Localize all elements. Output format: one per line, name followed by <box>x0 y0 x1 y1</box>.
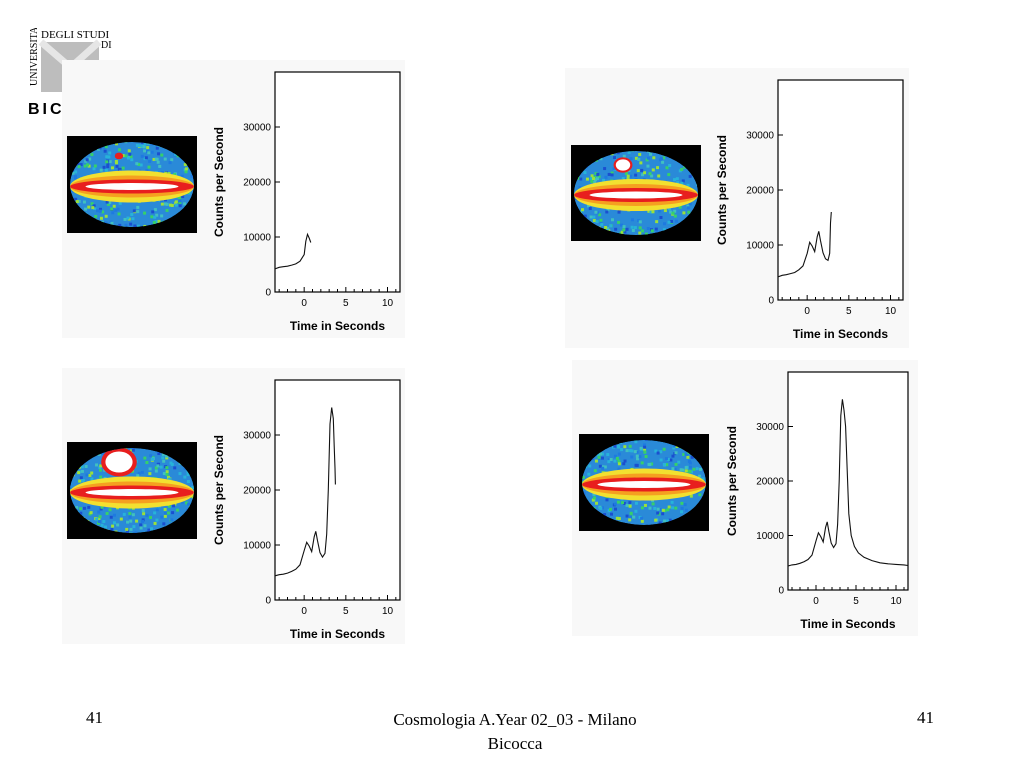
x-tick-label: 10 <box>890 596 902 607</box>
x-axis-label: Time in Seconds <box>800 617 895 631</box>
x-tick-label: 5 <box>846 306 852 317</box>
light-curve-line <box>274 407 336 577</box>
y-tick-label: 20000 <box>243 486 271 497</box>
sky-map-1 <box>67 136 197 233</box>
logo-side-text: UNIVERSITA' <box>29 28 40 86</box>
page-number-left: 41 <box>86 708 103 727</box>
footer-line-1: Cosmologia A.Year 02_03 - Milano <box>393 710 637 729</box>
page-number-right: 41 <box>917 708 934 727</box>
y-tick-label: 10000 <box>243 541 271 552</box>
x-tick-label: 10 <box>382 298 394 309</box>
y-tick-label: 10000 <box>756 531 784 542</box>
y-tick-label: 20000 <box>243 178 271 189</box>
y-tick-label: 0 <box>778 586 784 597</box>
light-curve-1: 0 10000 20000 30000 0 5 10 Time in Seconds Count… <box>205 62 405 338</box>
x-axis-label: Time in Seconds <box>290 627 385 641</box>
y-tick-label: 0 <box>265 288 271 299</box>
logo-bottom-text: BIC <box>28 101 65 118</box>
logo-di-text: DI <box>101 40 112 51</box>
light-curve-line <box>274 232 312 270</box>
y-tick-label: 20000 <box>746 186 774 197</box>
sky-map-4 <box>579 434 709 531</box>
y-axis-label: Counts per Second <box>212 127 226 237</box>
light-curve-line <box>777 211 832 278</box>
y-tick-label: 0 <box>265 596 271 607</box>
x-tick-label: 10 <box>382 606 394 617</box>
plot-frame <box>274 71 401 293</box>
light-curve-4: 0 10000 20000 30000 0 5 10 Time in Seconds Count… <box>716 362 916 634</box>
x-tick-label: 5 <box>343 298 349 309</box>
x-tick-label: 5 <box>343 606 349 617</box>
plot-frame <box>777 79 904 301</box>
logo-top-text: DEGLI STUDI <box>41 29 109 41</box>
y-tick-label: 10000 <box>243 233 271 244</box>
x-tick-label: 5 <box>853 596 859 607</box>
y-tick-label: 30000 <box>756 422 784 433</box>
light-curve-2: 0 10000 20000 30000 0 5 10 Time in Seconds Count… <box>708 70 908 346</box>
y-tick-label: 30000 <box>243 123 271 134</box>
y-axis-label: Counts per Second <box>212 435 226 545</box>
footer-line-2: Bicocca <box>487 734 543 753</box>
y-axis-label: Counts per Second <box>715 135 729 245</box>
y-tick-label: 20000 <box>756 477 784 488</box>
y-tick-label: 10000 <box>746 241 774 252</box>
x-tick-label: 0 <box>804 306 810 317</box>
y-tick-label: 0 <box>768 296 774 307</box>
x-tick-label: 10 <box>885 306 897 317</box>
light-curve-3: 0 10000 20000 30000 0 5 10 Time in Seconds Count… <box>205 370 405 646</box>
light-curve-line <box>787 399 909 567</box>
sky-map-3 <box>67 442 197 539</box>
plot-frame <box>274 379 401 601</box>
x-tick-label: 0 <box>813 596 819 607</box>
y-axis-label: Counts per Second <box>725 426 739 536</box>
x-tick-label: 0 <box>301 298 307 309</box>
footer-course-title: Cosmologia A.Year 02_03 - Milano Bicocca <box>350 708 680 756</box>
burst-spot <box>114 152 124 160</box>
sky-map-2 <box>571 145 701 241</box>
y-tick-label: 30000 <box>746 131 774 142</box>
x-axis-label: Time in Seconds <box>793 327 888 341</box>
y-tick-label: 30000 <box>243 431 271 442</box>
x-tick-label: 0 <box>301 606 307 617</box>
x-axis-label: Time in Seconds <box>290 319 385 333</box>
